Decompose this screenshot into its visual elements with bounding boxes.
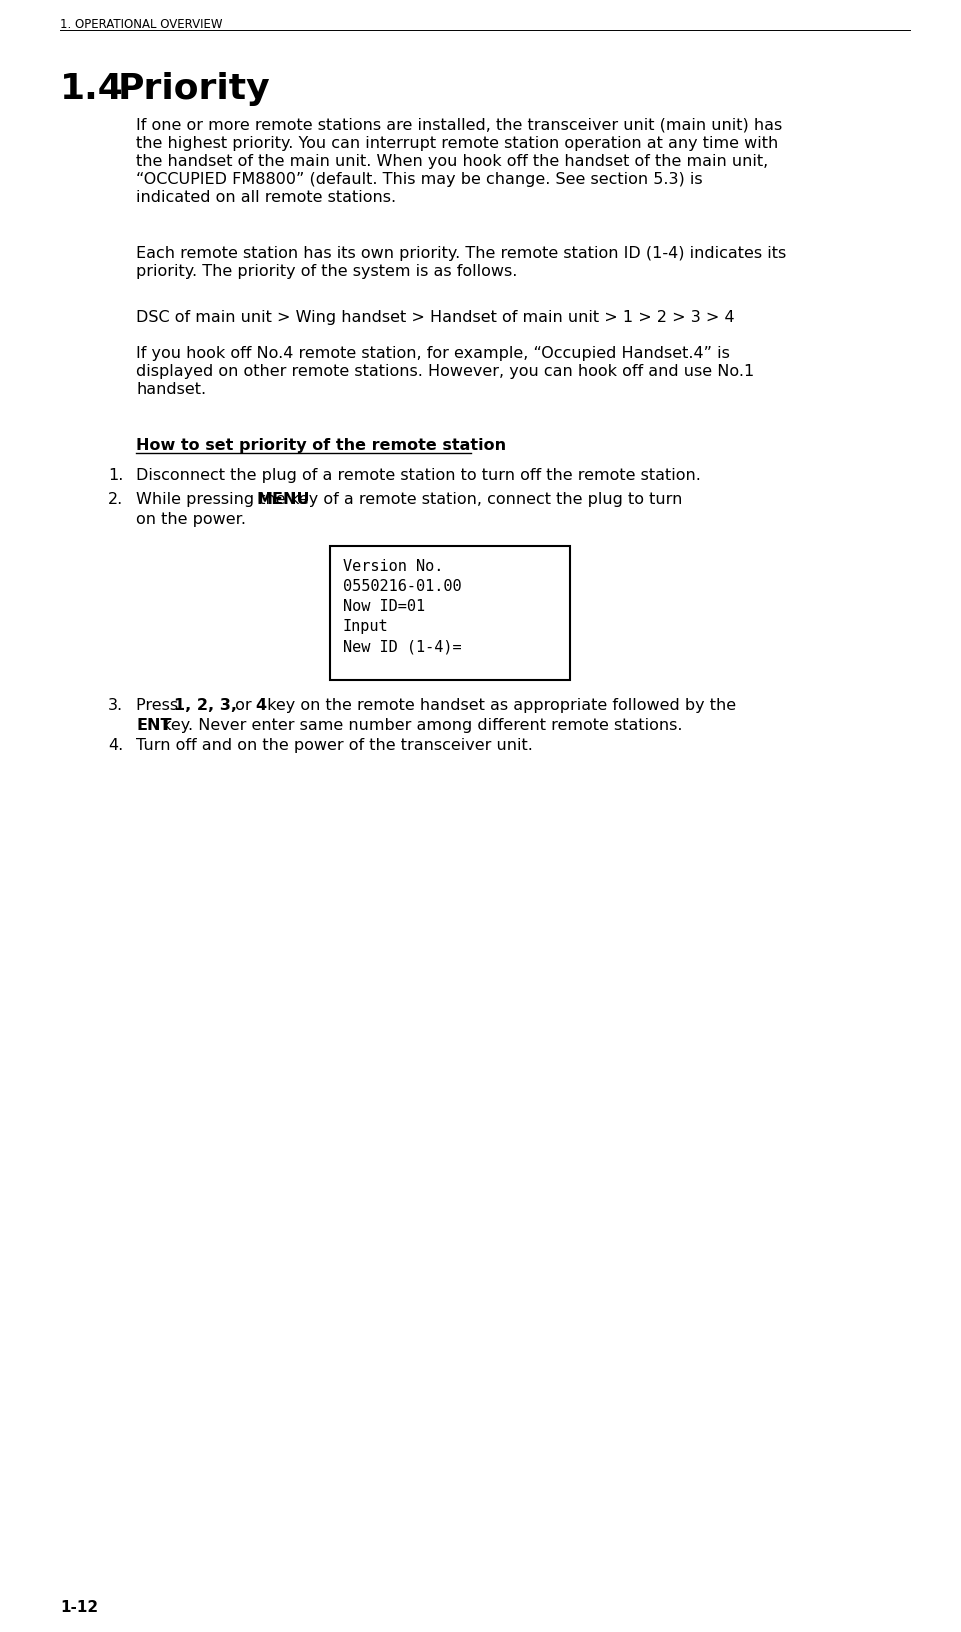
Text: 1-12: 1-12 — [60, 1599, 98, 1616]
Text: the handset of the main unit. When you hook off the handset of the main unit,: the handset of the main unit. When you h… — [136, 153, 768, 170]
Text: 1. OPERATIONAL OVERVIEW: 1. OPERATIONAL OVERVIEW — [60, 18, 223, 31]
Text: priority. The priority of the system is as follows.: priority. The priority of the system is … — [136, 264, 517, 279]
Text: key of a remote station, connect the plug to turn: key of a remote station, connect the plu… — [284, 491, 682, 508]
Text: Each remote station has its own priority. The remote station ID (1-4) indicates : Each remote station has its own priority… — [136, 246, 786, 261]
Text: 1.4: 1.4 — [60, 72, 124, 106]
Text: New ID (1-4)=: New ID (1-4)= — [343, 640, 461, 654]
Text: key on the remote handset as appropriate followed by the: key on the remote handset as appropriate… — [262, 698, 737, 713]
Text: Turn off and on the power of the transceiver unit.: Turn off and on the power of the transce… — [136, 738, 533, 752]
Text: 3.: 3. — [108, 698, 123, 713]
Text: indicated on all remote stations.: indicated on all remote stations. — [136, 189, 396, 206]
Text: While pressing the: While pressing the — [136, 491, 291, 508]
Text: 2.: 2. — [108, 491, 123, 508]
Bar — [330, 547, 570, 681]
Text: on the power.: on the power. — [136, 512, 246, 527]
Text: displayed on other remote stations. However, you can hook off and use No.1: displayed on other remote stations. Howe… — [136, 364, 754, 379]
Text: If you hook off No.4 remote station, for example, “Occupied Handset.4” is: If you hook off No.4 remote station, for… — [136, 346, 729, 361]
Text: “OCCUPIED FM8800” (default. This may be change. See section 5.3) is: “OCCUPIED FM8800” (default. This may be … — [136, 171, 702, 188]
Text: the highest priority. You can interrupt remote station operation at any time wit: the highest priority. You can interrupt … — [136, 135, 778, 152]
Text: Now ID=01: Now ID=01 — [343, 599, 425, 614]
Text: DSC of main unit > Wing handset > Handset of main unit > 1 > 2 > 3 > 4: DSC of main unit > Wing handset > Handse… — [136, 310, 734, 325]
Text: Input: Input — [343, 619, 388, 633]
Text: key. Never enter same number among different remote stations.: key. Never enter same number among diffe… — [157, 718, 682, 733]
Text: Disconnect the plug of a remote station to turn off the remote station.: Disconnect the plug of a remote station … — [136, 468, 701, 483]
Text: 1.: 1. — [108, 468, 123, 483]
Text: Version No.: Version No. — [343, 560, 443, 574]
Text: How to set priority of the remote station: How to set priority of the remote statio… — [136, 437, 506, 454]
Text: MENU: MENU — [257, 491, 310, 508]
Text: 1, 2, 3,: 1, 2, 3, — [174, 698, 237, 713]
Text: or: or — [230, 698, 257, 713]
Text: 4: 4 — [256, 698, 266, 713]
Text: handset.: handset. — [136, 382, 206, 397]
Text: 0550216-01.00: 0550216-01.00 — [343, 579, 461, 594]
Text: 4.: 4. — [108, 738, 123, 752]
Text: ENT: ENT — [136, 718, 171, 733]
Text: Priority: Priority — [118, 72, 271, 106]
Text: If one or more remote stations are installed, the transceiver unit (main unit) h: If one or more remote stations are insta… — [136, 118, 782, 132]
Text: Press: Press — [136, 698, 184, 713]
